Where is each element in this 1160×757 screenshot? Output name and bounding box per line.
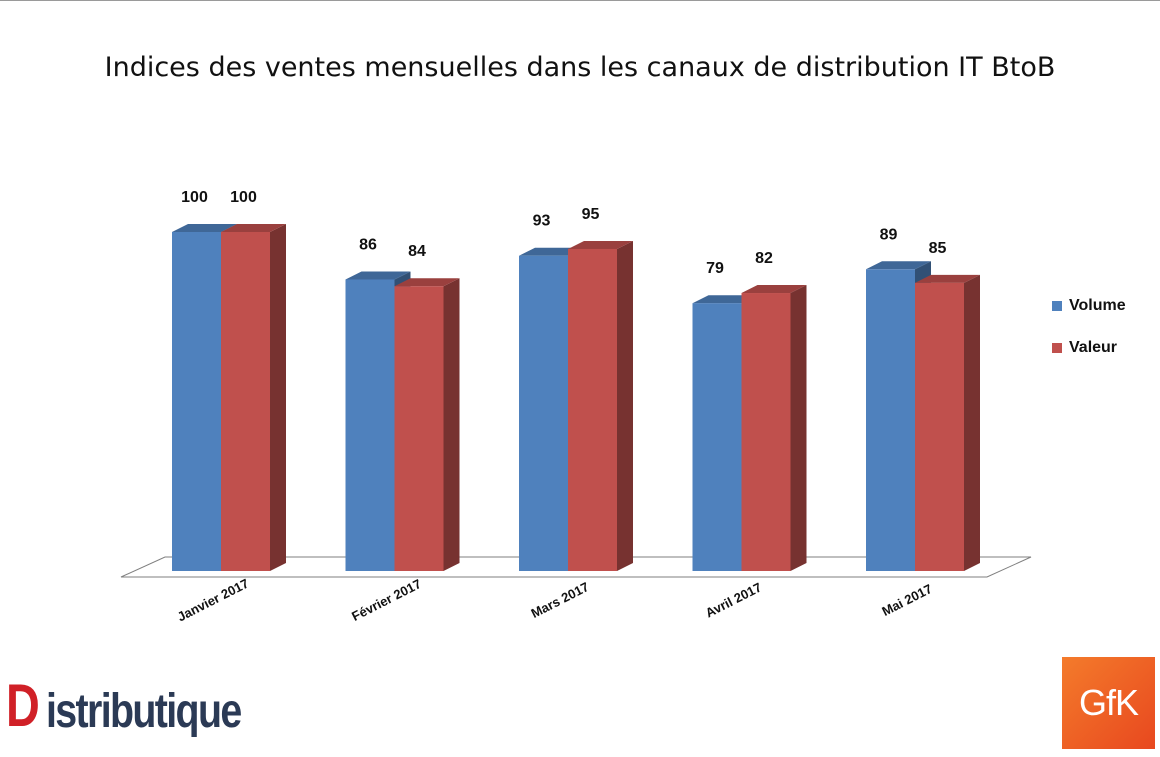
bar-side-valeur-1 bbox=[270, 224, 286, 571]
x-tick-label-1: Janvier 2017 bbox=[175, 576, 251, 625]
data-label-volume-4: 79 bbox=[706, 260, 724, 277]
bar-side-valeur-4 bbox=[790, 285, 807, 571]
data-label-valeur-2: 84 bbox=[408, 243, 426, 260]
gfk-logo: GfK bbox=[1062, 657, 1155, 749]
data-label-volume-1: 100 bbox=[181, 189, 208, 206]
bar-volume-1 bbox=[172, 232, 221, 571]
bar-top-valeur-1 bbox=[221, 224, 286, 232]
data-label-valeur-5: 85 bbox=[929, 240, 947, 257]
data-label-valeur-3: 95 bbox=[582, 206, 600, 223]
x-tick-label-4: Avril 2017 bbox=[703, 579, 764, 620]
bar-top-volume-1 bbox=[172, 224, 237, 232]
bar-valeur-3 bbox=[568, 248, 617, 571]
bar-volume-2 bbox=[345, 279, 395, 571]
data-label-valeur-1: 100 bbox=[230, 189, 257, 206]
data-label-valeur-4: 82 bbox=[755, 250, 773, 267]
bar-valeur-1 bbox=[221, 232, 270, 571]
top-border bbox=[0, 0, 1160, 1]
distributique-logo-rest: istributique bbox=[46, 685, 242, 738]
distributique-logo-initial: D bbox=[6, 672, 40, 739]
bar-valeur-5 bbox=[915, 282, 964, 571]
bar-side-valeur-5 bbox=[964, 274, 980, 571]
bar-volume-4 bbox=[692, 303, 742, 571]
distributique-logo: D istributique bbox=[0, 670, 262, 757]
legend-label-volume: Volume bbox=[1069, 297, 1126, 314]
bar-top-valeur-2 bbox=[394, 278, 460, 287]
legend-item-valeur: Valeur bbox=[1052, 338, 1126, 358]
bar-valeur-2 bbox=[394, 286, 444, 571]
bar-top-valeur-5 bbox=[915, 274, 980, 283]
bar-top-valeur-3 bbox=[568, 240, 633, 249]
data-label-volume-2: 86 bbox=[359, 236, 377, 253]
bar-side-valeur-2 bbox=[443, 278, 460, 571]
chart-title: Indices des ventes mensuelles dans les c… bbox=[104, 52, 1056, 83]
bar-volume-5 bbox=[866, 269, 915, 571]
gfk-logo-text: GfK bbox=[1078, 682, 1139, 723]
x-tick-label-5: Mai 2017 bbox=[879, 581, 934, 619]
x-tick-label-2: Février 2017 bbox=[349, 576, 423, 624]
legend-item-volume: Volume bbox=[1052, 296, 1126, 316]
bar-top-volume-4 bbox=[692, 295, 758, 304]
bar-volume-3 bbox=[519, 255, 568, 572]
data-label-volume-3: 93 bbox=[533, 213, 551, 230]
x-tick-label-3: Mars 2017 bbox=[529, 579, 592, 621]
bar-side-valeur-3 bbox=[617, 240, 633, 571]
legend-swatch-valeur bbox=[1052, 343, 1062, 353]
data-label-volume-5: 89 bbox=[880, 226, 898, 243]
bar-top-volume-2 bbox=[345, 271, 411, 280]
bar-top-volume-3 bbox=[519, 247, 584, 256]
chart-legend: Volume Valeur bbox=[1052, 296, 1126, 380]
bar-top-valeur-4 bbox=[741, 285, 807, 294]
legend-label-valeur: Valeur bbox=[1069, 339, 1118, 356]
legend-swatch-volume bbox=[1052, 301, 1062, 311]
bar-top-volume-5 bbox=[866, 261, 931, 270]
bar-valeur-4 bbox=[741, 293, 791, 571]
